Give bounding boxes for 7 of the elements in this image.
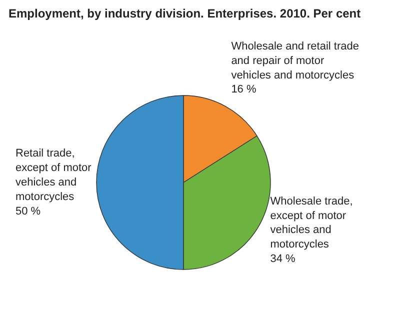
data-label: 34 % <box>270 252 296 265</box>
slice-label: Retail trade, except of motor vehicles and motorcycles <box>16 148 92 203</box>
slice-label: Wholesale trade, except of motor vehicles and motorcycles <box>270 195 353 251</box>
chart-title: Employment, by industry division. Enterprises. 2010. Per cent <box>8 6 361 20</box>
data-label: 16 % <box>231 84 256 96</box>
slice-label: Wholesale and retail trade and repair of motor vehicles and motorcycles <box>231 40 359 82</box>
data-label: 50 % <box>16 205 41 218</box>
